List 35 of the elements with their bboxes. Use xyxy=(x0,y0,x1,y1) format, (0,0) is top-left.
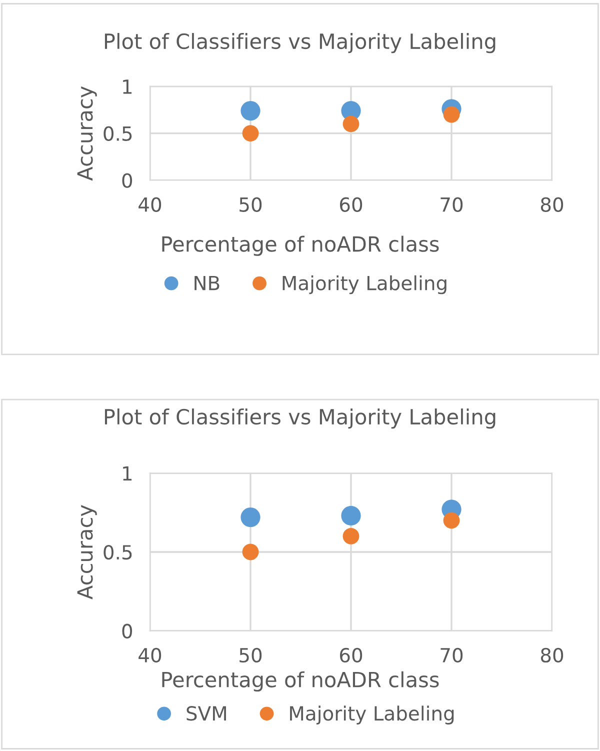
legend-label: NB xyxy=(194,276,220,290)
x-tick-label: 60 xyxy=(340,197,362,212)
legend-label: Majority Labeling xyxy=(282,275,446,294)
x-tick-label: 50 xyxy=(240,197,262,212)
y-tick-label: 1 xyxy=(123,80,132,94)
point xyxy=(242,125,259,142)
point xyxy=(240,100,260,121)
x-axis-title: Percentage of noADR class xyxy=(162,236,439,256)
y-axis-title: Accuracy xyxy=(77,86,97,181)
x-tick-label: 80 xyxy=(540,648,564,663)
x-tick-label: 40 xyxy=(138,648,162,663)
y-tick-label: 0 xyxy=(122,624,132,639)
point xyxy=(240,507,260,528)
point xyxy=(443,106,460,123)
x-tick-label: 50 xyxy=(240,648,262,663)
point xyxy=(443,512,460,529)
point xyxy=(342,528,360,544)
x-tick-label: 60 xyxy=(340,648,362,663)
point xyxy=(242,544,259,560)
legend-label: SVM xyxy=(186,706,226,721)
point xyxy=(341,506,361,526)
chart-title: Plot of Classifiers vs Majority Labeling xyxy=(104,408,496,429)
legend-label: Majority Labeling xyxy=(290,706,454,724)
point xyxy=(342,116,360,132)
y-tick-label: 0.5 xyxy=(104,544,132,560)
y-axis-title: Accuracy xyxy=(77,505,97,600)
x-tick-label: 40 xyxy=(138,197,162,212)
y-tick-label: 0 xyxy=(122,173,132,188)
y-tick-label: 0.5 xyxy=(104,126,132,141)
x-tick-label: 70 xyxy=(440,197,463,212)
x-tick-label: 80 xyxy=(540,197,564,212)
x-tick-label: 70 xyxy=(440,648,463,663)
x-axis-title: Percentage of noADR class xyxy=(162,671,439,692)
y-tick-label: 1 xyxy=(123,466,132,481)
chart-title: Plot of Classifiers vs Majority Labeling xyxy=(104,32,496,54)
